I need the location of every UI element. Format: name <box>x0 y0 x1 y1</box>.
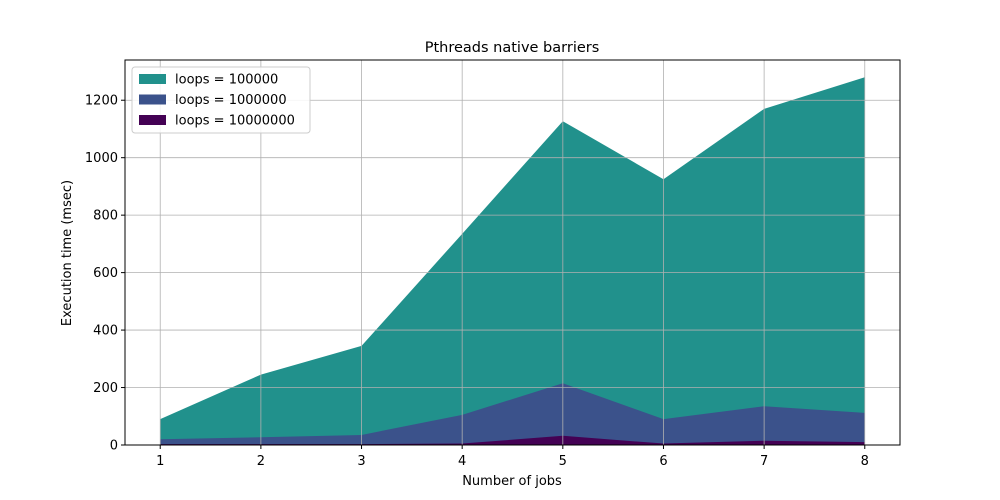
legend-swatch-2 <box>139 94 166 105</box>
x-tick-label: 4 <box>458 454 466 469</box>
x-tick-label: 2 <box>257 454 265 469</box>
x-tick-label: 5 <box>559 454 567 469</box>
y-axis-label: Execution time (msec) <box>60 180 75 326</box>
area-series-2 <box>160 383 865 445</box>
legend-label-1: loops = 100000 <box>175 73 278 88</box>
y-tick-label: 1000 <box>85 151 118 166</box>
legend-label-3: loops = 10000000 <box>175 114 295 129</box>
x-tick-label: 7 <box>760 454 768 469</box>
x-tick-label: 3 <box>357 454 365 469</box>
y-tick-label: 600 <box>93 266 118 281</box>
y-tick-label: 1200 <box>85 94 118 109</box>
x-tick-label: 1 <box>156 454 164 469</box>
y-tick-label: 0 <box>110 439 118 454</box>
axes-frame <box>124 59 901 446</box>
y-tick-label: 400 <box>93 324 118 339</box>
plot-area: 1 2 3 4 5 6 7 8 0 200 400 600 800 1000 1200 <box>85 59 901 469</box>
chart-title: Pthreads native barriers <box>425 40 600 56</box>
legend-label-2: loops = 1000000 <box>175 93 287 108</box>
legend-box <box>131 66 311 134</box>
x-axis-label: Number of jobs <box>462 474 562 489</box>
legend-swatch-3 <box>139 115 166 125</box>
legend-swatch-1 <box>139 74 166 84</box>
y-tick-label: 800 <box>93 209 118 224</box>
area-series-3 <box>160 435 865 445</box>
x-tick-label: 8 <box>861 454 869 469</box>
area-series-1 <box>160 77 865 446</box>
legend: loops = 100000 loops = 1000000 loops = 100… <box>131 66 311 134</box>
x-tick-label: 6 <box>659 454 667 469</box>
y-tick-label: 200 <box>93 381 118 396</box>
